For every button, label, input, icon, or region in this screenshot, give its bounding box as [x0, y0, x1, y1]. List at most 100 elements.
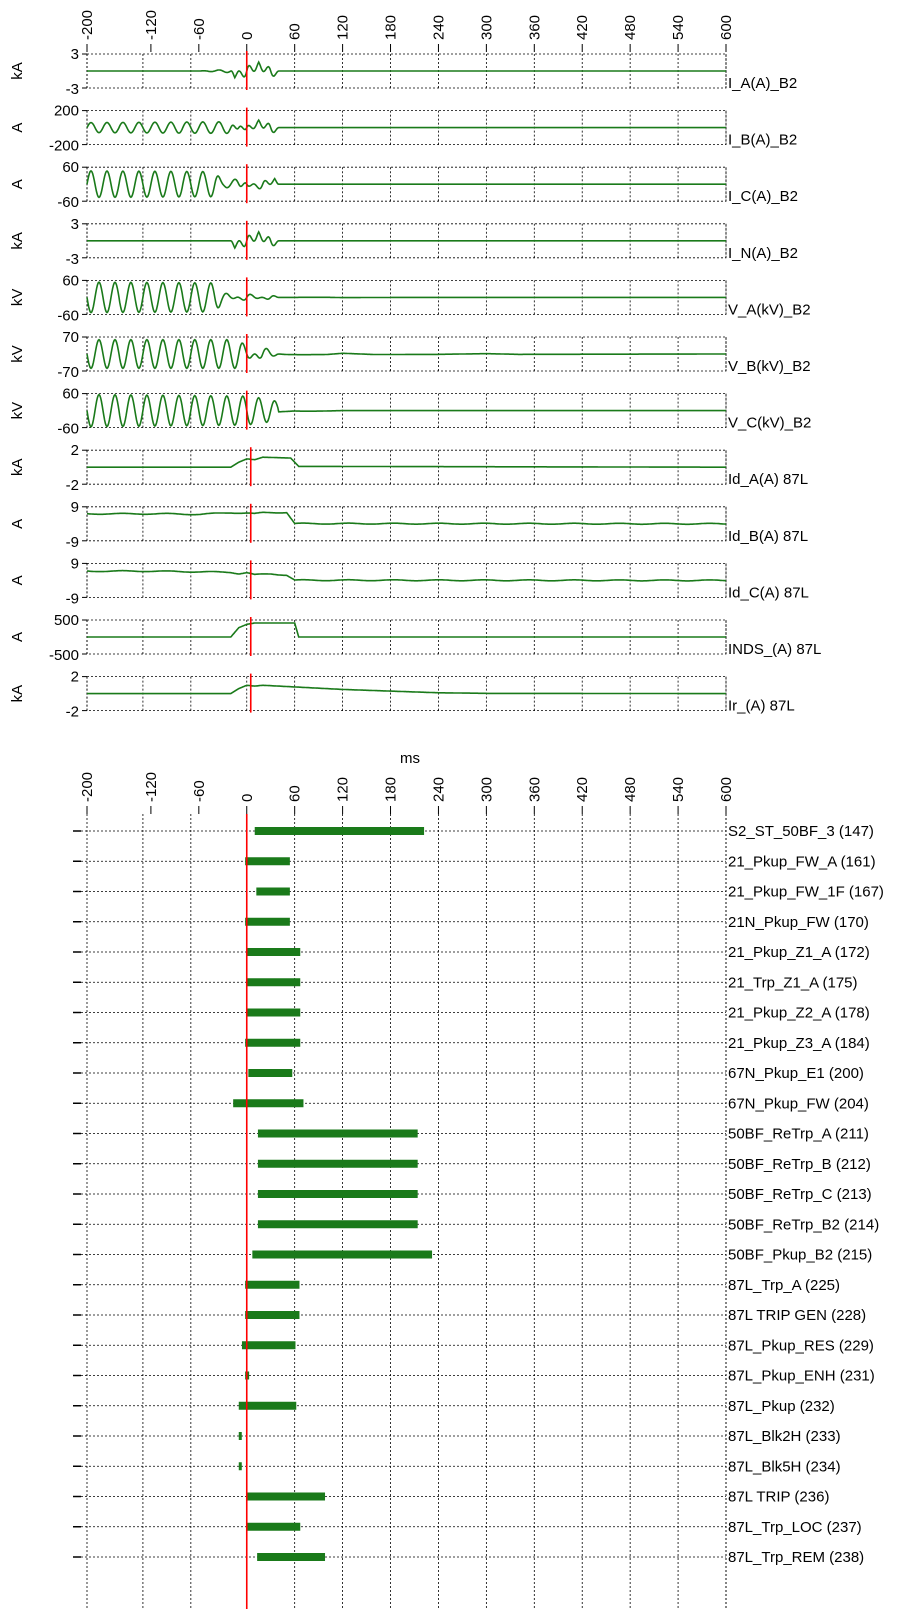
digital-x-tick-label: 540 — [670, 777, 687, 802]
y-tick-label: -2 — [66, 477, 79, 494]
signal-row: 87L_Pkup_ENH (231) — [73, 1368, 875, 1385]
digital-x-tick-label: 420 — [574, 777, 591, 802]
signal-name: 50BF_Pkup_B2 (215) — [728, 1247, 872, 1264]
analog-x-tick-label: 60 — [287, 23, 304, 40]
channel-unit: A — [9, 123, 26, 133]
signal-name: 21_Pkup_FW_1F (167) — [728, 884, 884, 901]
analog-panels: 3 -3 kA I_A(A)_B2 200 -200 A I_B(A)_B2 60 -60 A I_C… — [9, 46, 821, 721]
signal-bar — [246, 1522, 301, 1531]
channel-trace — [86, 393, 726, 428]
digital-x-tick-label: 60 — [287, 785, 304, 802]
y-tick-label: -70 — [57, 364, 79, 381]
signal-name: 87L_Trp_REM (238) — [728, 1549, 864, 1566]
analog-x-tick-label: 0 — [239, 32, 256, 40]
signal-name: 21_Pkup_FW_A (161) — [728, 853, 876, 870]
channel-name: Id_A(A) 87L — [728, 471, 808, 488]
digital-x-axis-ticks: -200 -120 -60 0 60 120 180 240 300 360 420 480 540 60… — [79, 772, 735, 814]
signal-row: 50BF_ReTrp_B (212) — [73, 1156, 871, 1173]
y-tick-label: 3 — [71, 216, 79, 233]
y-tick-label: 3 — [71, 46, 79, 63]
y-tick-label: 2 — [71, 442, 79, 459]
signal-bar — [256, 887, 290, 896]
analog-x-tick-label: 240 — [430, 15, 447, 40]
y-tick-label: -3 — [66, 81, 79, 98]
signal-name: 67N_Pkup_E1 (200) — [728, 1065, 864, 1082]
signal-bar — [248, 1069, 293, 1077]
digital-x-tick-label: 240 — [430, 777, 447, 802]
channel-trace — [86, 118, 726, 135]
analog-x-tick-label: 360 — [526, 15, 543, 40]
signal-row: 87L_Pkup (232) — [73, 1398, 835, 1415]
x-axis-title: ms — [400, 750, 420, 767]
analog-x-tick-label: 420 — [574, 15, 591, 40]
signal-row: 87L_Trp_A (225) — [73, 1277, 840, 1294]
analog-x-tick-label: 300 — [478, 15, 495, 40]
signal-name: 21_Trp_Z1_A (175) — [728, 974, 858, 991]
analog-channel: 2 -2 kA Ir_(A) 87L — [9, 669, 795, 721]
channel-name: I_B(A)_B2 — [728, 132, 797, 149]
signal-bar — [238, 1401, 297, 1410]
analog-x-axis-ticks: -200 -120 -60 0 60 120 180 240 300 360 420 480 540 60… — [79, 10, 735, 52]
channel-name: V_C(kV)_B2 — [728, 415, 811, 432]
y-tick-label: 500 — [54, 612, 79, 629]
channel-unit: kA — [9, 685, 26, 703]
signal-name: 87L_Trp_LOC (237) — [728, 1519, 862, 1536]
channel-unit: A — [9, 519, 26, 529]
channel-name: I_N(A)_B2 — [728, 245, 798, 262]
y-tick-label: -60 — [57, 194, 79, 211]
y-tick-label: -2 — [66, 704, 79, 721]
analog-x-tick-label: 540 — [670, 15, 687, 40]
signal-row: 21_Pkup_Z3_A (184) — [73, 1035, 870, 1052]
channel-name: Id_C(A) 87L — [728, 584, 809, 601]
channel-trace — [86, 338, 726, 370]
signal-name: S2_ST_50BF_3 (147) — [728, 823, 874, 840]
digital-x-tick-label: 600 — [718, 777, 735, 802]
signal-name: 67N_Pkup_FW (204) — [728, 1095, 869, 1112]
channel-trace — [87, 456, 726, 469]
channel-name: I_C(A)_B2 — [728, 188, 798, 205]
channel-unit: A — [9, 179, 26, 189]
signal-row: 87L TRIP GEN (228) — [73, 1307, 866, 1324]
analog-x-tick-label: 180 — [383, 15, 400, 40]
signal-name: 21_Pkup_Z1_A (172) — [728, 944, 870, 961]
signal-bar — [257, 1129, 418, 1138]
channel-trace — [86, 169, 726, 199]
signal-bar — [246, 948, 301, 956]
analog-channel: 2 -2 kA Id_A(A) 87L — [9, 442, 808, 494]
signal-row: 87L_Trp_LOC (237) — [73, 1519, 862, 1536]
signal-name: 87L_Blk5H (234) — [728, 1458, 841, 1475]
y-tick-label: -60 — [57, 421, 79, 438]
signal-bar — [252, 1250, 433, 1259]
signal-bar — [245, 917, 290, 926]
digital-x-tick-label: 0 — [239, 794, 256, 802]
digital-x-tick-label: -120 — [143, 772, 160, 802]
digital-x-tick-label: -200 — [79, 772, 96, 802]
analog-channel: 60 -60 kV V_A(kV)_B2 — [9, 272, 811, 324]
channel-trace — [87, 622, 726, 638]
signal-row: 87L_Blk2H (233) — [73, 1428, 841, 1445]
signal-name: 87L_Pkup_ENH (231) — [728, 1368, 875, 1385]
signal-row: 50BF_ReTrp_C (213) — [73, 1186, 872, 1203]
channel-name: INDS_(A) 87L — [728, 641, 821, 658]
analog-channel: 3 -3 kA I_N(A)_B2 — [9, 216, 798, 268]
signal-name: 21_Pkup_Z2_A (178) — [728, 1005, 870, 1022]
channel-name: V_A(kV)_B2 — [728, 301, 811, 318]
signal-row: 21_Pkup_Z1_A (172) — [73, 944, 870, 961]
channel-trace — [87, 230, 726, 250]
channel-unit: kV — [9, 402, 26, 420]
y-tick-label: -500 — [49, 647, 79, 664]
signal-name: 21_Pkup_Z3_A (184) — [728, 1035, 870, 1052]
digital-x-tick-label: 120 — [335, 777, 352, 802]
signal-name: 87L_Blk2H (233) — [728, 1428, 841, 1445]
channel-trace — [87, 684, 726, 695]
signal-row: 87L TRIP (236) — [73, 1489, 829, 1506]
signal-bar — [233, 1099, 304, 1108]
signal-name: 87L TRIP GEN (228) — [728, 1307, 866, 1324]
signal-bar — [246, 978, 301, 987]
signal-row: 21_Pkup_FW_A (161) — [73, 853, 876, 870]
channel-unit: kA — [9, 232, 26, 250]
channel-name: Id_B(A) 87L — [728, 528, 808, 545]
signal-name: 87L_Pkup_RES (229) — [728, 1337, 874, 1354]
y-tick-label: 60 — [62, 159, 79, 176]
